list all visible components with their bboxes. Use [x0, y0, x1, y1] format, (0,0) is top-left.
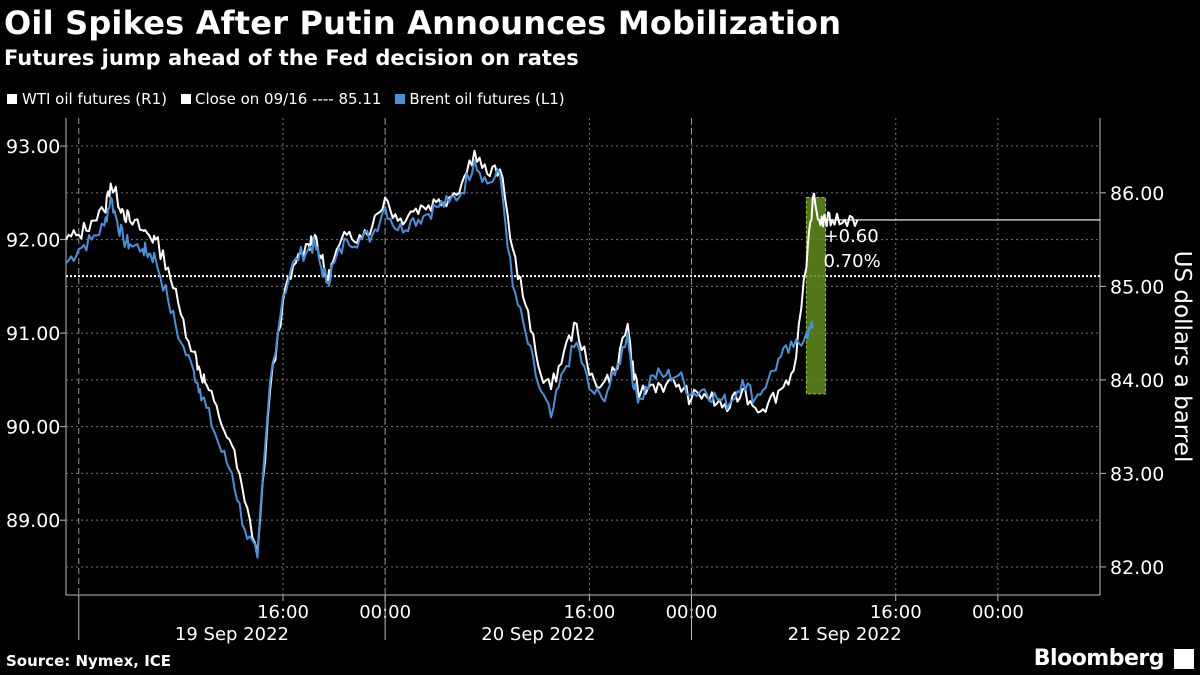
left-tick-label: 90.00	[6, 417, 60, 439]
legend-label-brent: Brent oil futures (L1)	[409, 90, 565, 108]
square-swatch-icon	[180, 94, 191, 104]
right-tick-label: 83.00	[1110, 463, 1164, 485]
annotation-percent: 0.70%	[824, 251, 881, 272]
right-tick-label: 85.00	[1110, 276, 1164, 298]
legend-item-wti: WTI oil futures (R1)	[6, 90, 167, 108]
left-tick-label: 93.00	[6, 136, 60, 158]
date-label: 19 Sep 2022	[175, 624, 289, 645]
left-tick-label: 89.00	[6, 510, 60, 532]
annotation-change: +0.60	[824, 226, 879, 247]
time-tick-label: 00:00	[972, 602, 1024, 623]
right-tick-label: 86.00	[1110, 183, 1164, 205]
logo-icon	[1174, 649, 1194, 669]
right-tick-label: 82.00	[1110, 557, 1164, 579]
square-swatch-icon	[395, 94, 406, 104]
line-marker-icon	[7, 94, 17, 104]
right-tick-label: 84.00	[1110, 370, 1164, 392]
time-tick-label: 16:00	[257, 602, 309, 623]
left-tick-label: 92.00	[6, 230, 60, 252]
legend-item-close: Close on 09/16 ---- 85.11	[180, 90, 382, 108]
time-tick-label: 16:00	[563, 602, 615, 623]
series-line-brent	[65, 159, 814, 559]
date-label: 21 Sep 2022	[788, 624, 902, 645]
right-axis-title: US dollars a barrel	[1169, 251, 1195, 463]
left-tick-label: 91.00	[6, 323, 60, 345]
legend-item-brent: Brent oil futures (L1)	[395, 90, 565, 108]
bloomberg-logo: Bloomberg	[1033, 646, 1165, 671]
legend: WTI oil futures (R1) Close on 09/16 ----…	[6, 90, 565, 108]
source-note: Source: Nymex, ICE	[6, 652, 172, 670]
legend-label-close: Close on 09/16 ---- 85.11	[194, 90, 382, 108]
highlight-box	[805, 197, 827, 395]
date-label: 20 Sep 2022	[481, 624, 595, 645]
chart-title: Oil Spikes After Putin Announces Mobiliz…	[4, 4, 842, 42]
legend-label-wti: WTI oil futures (R1)	[22, 90, 167, 108]
chart-subtitle: Futures jump ahead of the Fed decision o…	[4, 46, 579, 70]
time-tick-label: 16:00	[870, 602, 922, 623]
